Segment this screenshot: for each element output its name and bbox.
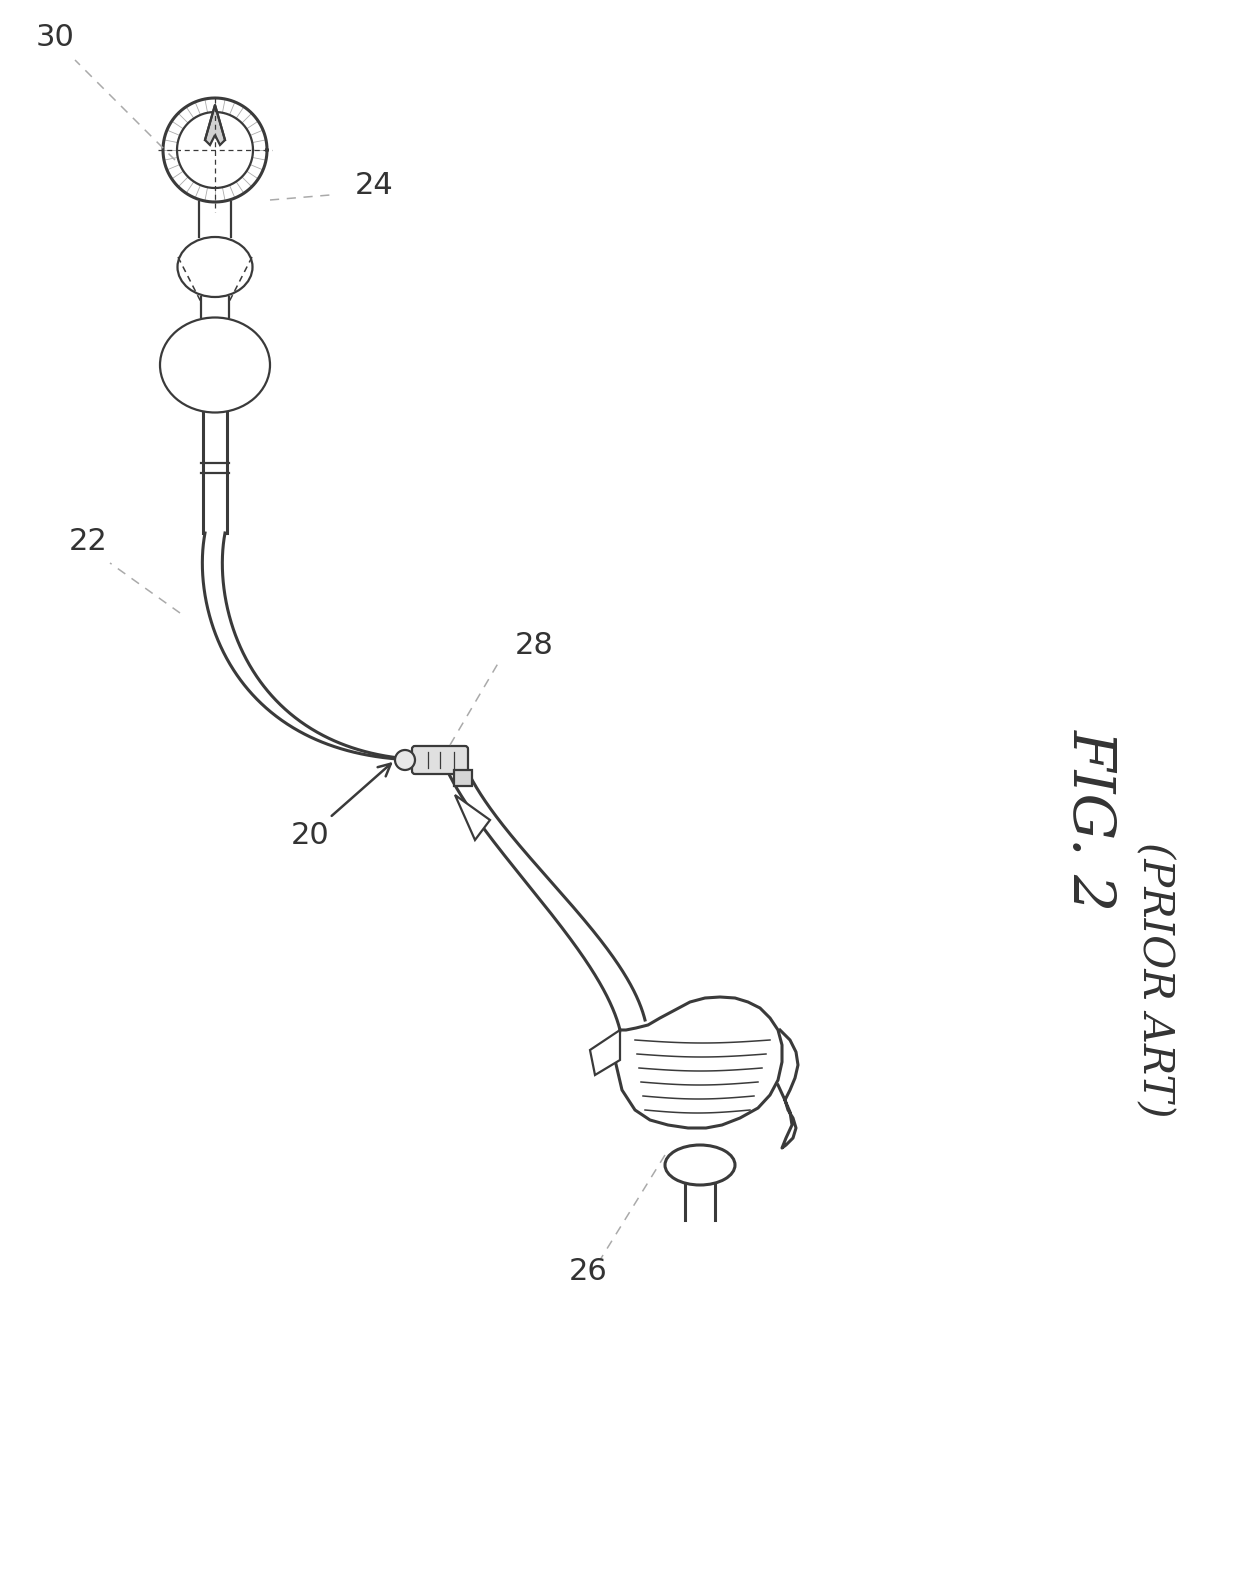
Text: 20: 20 — [290, 764, 391, 850]
Text: (PRIOR ART): (PRIOR ART) — [1135, 842, 1176, 1118]
Text: 24: 24 — [355, 171, 394, 199]
FancyBboxPatch shape — [412, 746, 467, 774]
Text: 26: 26 — [569, 1257, 608, 1287]
Polygon shape — [615, 997, 782, 1128]
Polygon shape — [590, 1030, 620, 1075]
Ellipse shape — [665, 1145, 735, 1185]
Ellipse shape — [160, 317, 270, 413]
Ellipse shape — [177, 238, 253, 297]
Polygon shape — [205, 105, 224, 145]
Text: 30: 30 — [36, 24, 74, 53]
Bar — [454, 770, 472, 786]
Polygon shape — [455, 794, 490, 841]
Text: FIG. 2: FIG. 2 — [1061, 729, 1118, 911]
Circle shape — [396, 750, 415, 770]
Text: 22: 22 — [68, 526, 108, 555]
Text: 28: 28 — [515, 630, 554, 659]
